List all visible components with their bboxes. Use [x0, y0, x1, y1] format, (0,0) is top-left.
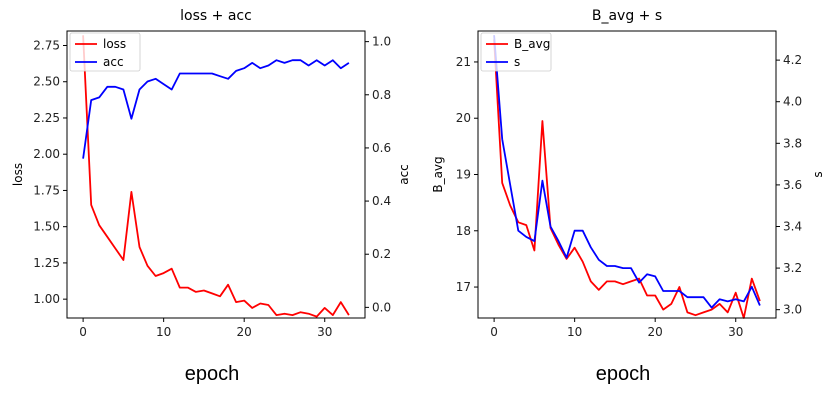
chart1-y-axis-label: loss — [11, 163, 25, 186]
chart1-x-axis-label: epoch — [185, 363, 240, 385]
chart1-series-loss-line — [82, 35, 350, 318]
chart1-y2-tick-label: 0.6 — [372, 141, 391, 155]
chart2-x-tick-label: 30 — [728, 325, 743, 339]
chart2-legend-label-B_avg: B_avg — [514, 37, 550, 51]
chart1-y-tick-label: 1.50 — [33, 220, 60, 234]
chart2-y2-tick-label: 3.2 — [783, 261, 802, 275]
chart2-y2-tick-label: 3.4 — [783, 219, 802, 233]
chart1-x-tick-label: 20 — [237, 325, 252, 339]
chart1-y2-tick-label: 0.0 — [372, 300, 391, 314]
chart2-series-B_avg-line — [493, 39, 761, 319]
chart1-y-tick-label: 1.25 — [33, 256, 60, 270]
chart1: loss acc — [63, 30, 369, 322]
chart2-y-tick-label: 20 — [456, 111, 471, 125]
chart1-y-tick-label: 2.25 — [33, 111, 60, 125]
chart2-y-axis-label: B_avg — [431, 156, 445, 192]
chart1-series-acc-line — [82, 59, 350, 159]
chart2-y-tick-label: 21 — [456, 55, 471, 69]
chart2-x-tick-label: 10 — [567, 325, 582, 339]
chart1-x-tick-label: 30 — [317, 325, 332, 339]
chart1-y-tick-label: 1.00 — [33, 292, 60, 306]
chart1-x-tick-label: 0 — [79, 325, 87, 339]
chart2-y2-tick-label: 3.8 — [783, 136, 802, 150]
chart1-y-tick-label: 2.00 — [33, 147, 60, 161]
chart2-y-tick-label: 19 — [456, 168, 471, 182]
chart1-plot-frame — [66, 30, 366, 319]
chart2-y-tick-label: 18 — [456, 224, 471, 238]
chart1-y-tick-label: 1.75 — [33, 183, 60, 197]
chart1-title: loss + acc — [180, 8, 252, 24]
chart2-x-axis-label: epoch — [596, 363, 651, 385]
chart1-y2-tick-label: 0.8 — [372, 88, 391, 102]
chart1-y2-tick-label: 0.2 — [372, 247, 391, 261]
chart1-x-tick-label: 10 — [156, 325, 171, 339]
chart2-y-tick-label: 17 — [456, 280, 471, 294]
chart2-y2-tick-label: 3.0 — [783, 303, 802, 317]
chart1-y2-axis-label: acc — [397, 164, 411, 185]
chart2-x-tick-label: 20 — [648, 325, 663, 339]
chart2-series-s-line — [493, 35, 761, 309]
chart2-y2-tick-label: 3.6 — [783, 178, 802, 192]
chart1-y-tick-label: 2.50 — [33, 75, 60, 89]
chart1-legend: loss acc — [69, 32, 141, 72]
chart2-x-tick-label: 0 — [490, 325, 498, 339]
chart2-title: B_avg + s — [592, 8, 662, 24]
chart2-plot-frame — [477, 30, 777, 319]
chart2-y2-axis-label: s — [811, 171, 825, 177]
chart1-y2-tick-label: 1.0 — [372, 35, 391, 49]
chart1-y-tick-label: 2.75 — [33, 38, 60, 52]
chart2-legend-label-s: s — [514, 55, 520, 69]
chart2-y2-tick-label: 4.2 — [783, 53, 802, 67]
chart1-legend-label-loss: loss — [103, 37, 126, 51]
chart2-y2-tick-label: 4.0 — [783, 95, 802, 109]
chart1-legend-label-acc: acc — [103, 55, 124, 69]
chart1-y2-tick-label: 0.4 — [372, 194, 391, 208]
